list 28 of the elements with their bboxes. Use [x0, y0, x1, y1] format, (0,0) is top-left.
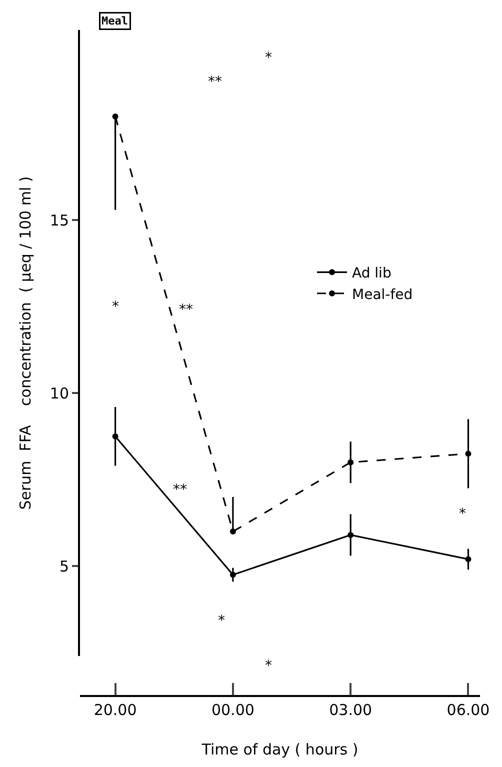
y-tick-label: 5: [59, 557, 69, 576]
x-axis-title: Time of day ( hours ): [200, 740, 358, 758]
legend-label: Ad lib: [352, 266, 392, 282]
point: [112, 113, 118, 120]
text: *: [265, 658, 272, 674]
text: Meal: [102, 14, 128, 28]
y-tick-label: 15: [50, 211, 69, 230]
point: [348, 459, 354, 466]
point: [230, 528, 236, 535]
x-tick-label: 06.00: [446, 701, 490, 719]
annotation: **: [208, 74, 222, 90]
point: [465, 450, 472, 457]
y-tick-label: 10: [50, 384, 69, 402]
annotation: *: [459, 506, 466, 522]
point: [348, 532, 354, 538]
x-tick-label: 00.00: [211, 701, 254, 719]
annotation: **: [179, 302, 193, 318]
x-tick-label: 03.00: [329, 701, 372, 719]
x-tick-label: 20.00: [94, 701, 137, 719]
point: [230, 572, 236, 578]
annotation: *: [218, 613, 225, 629]
point: [465, 556, 472, 562]
annotation: *: [112, 299, 119, 315]
annotation: *: [265, 50, 272, 66]
legend-label: Meal-fed: [352, 286, 413, 303]
point: [112, 433, 118, 440]
annotation: **: [173, 482, 187, 498]
y-axis-title: Serum FFA concentration ( μeq / 100 ml ): [16, 176, 35, 510]
